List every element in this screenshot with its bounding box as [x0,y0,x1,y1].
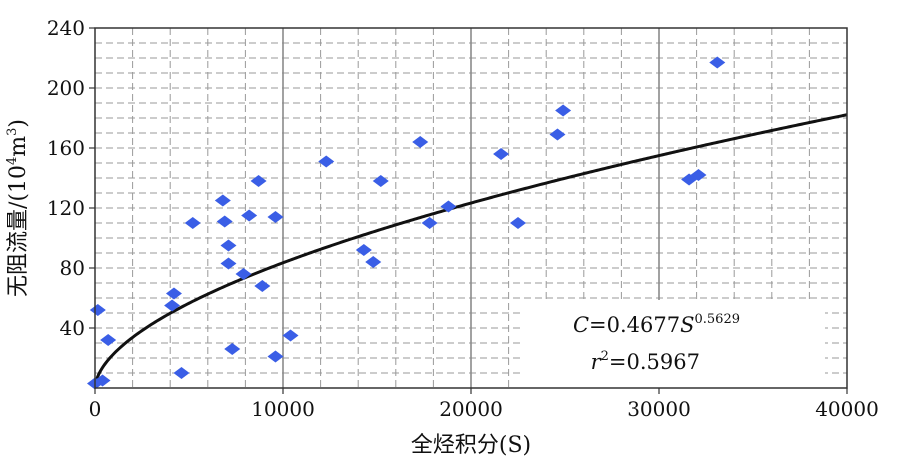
data-point [241,209,258,222]
y-tick-label: 120 [47,196,85,220]
data-point [355,244,372,256]
data-point [165,287,182,300]
data-point [493,148,510,160]
data-point [235,268,252,280]
data-point [440,200,457,213]
r-squared: r2=0.5967 [591,349,700,374]
annotation-box [520,300,825,388]
y-tick-label: 200 [47,76,85,100]
x-tick-label: 0 [89,397,102,421]
x-tick-label: 30000 [627,397,691,421]
data-point [421,217,438,229]
y-tick-label: 160 [47,136,85,160]
grid [95,28,847,388]
data-point [214,194,231,207]
data-point [412,136,429,148]
y-tick-label: 80 [60,256,85,280]
fit-curve [93,113,848,389]
r2-exp: 2 [601,349,609,364]
data-points [87,56,726,390]
y-tick-label: 40 [60,316,85,340]
data-point [184,217,201,229]
data-point [94,374,111,387]
data-point [254,280,271,292]
r2-value: =0.5967 [609,350,700,374]
x-tick-label: 20000 [439,397,503,421]
data-point [216,215,233,228]
data-point [173,367,190,379]
y-tick-label: 240 [47,16,85,40]
y-axis-title-main: 无阻流量/(10 [6,165,31,297]
x-tick-label: 40000 [815,397,879,421]
tick-labels: 0 10000 20000 30000 40000 40 80 120 160 200 240 [47,16,879,421]
y-axis-title-unit: m [6,136,31,157]
data-point [510,217,526,229]
y-axis-title-sup2: 3 [5,128,20,136]
data-point [555,104,572,117]
data-point [224,343,241,355]
data-point [267,211,284,223]
y-axis-title-sup: 4 [5,157,20,165]
data-point [282,329,299,342]
data-point [549,128,566,141]
data-point [89,304,106,316]
r2-var: r [591,350,603,374]
y-axis-title: 无阻流量/(104m3) [5,119,31,297]
data-point [372,175,389,187]
fit-curve-layer [93,113,848,389]
data-point [709,56,726,69]
svg-text:无阻流量/(104m3): 无阻流量/(104m3) [5,119,31,297]
fit-equation: C=0.4677S0.5629 [573,312,740,337]
x-tick-label: 10000 [251,397,315,421]
data-point [267,350,284,363]
x-axis-title: 全烃积分(S) [411,433,531,458]
data-point [220,239,237,252]
data-point [690,169,707,181]
data-point [318,155,335,168]
data-point [250,175,267,187]
data-point [220,257,237,270]
y-axis-title-close: ) [6,119,31,128]
eq-var: S [680,313,694,337]
eq-exp: 0.5629 [695,312,741,327]
eq-prefix: C [573,313,589,337]
data-point [365,256,382,268]
data-point [164,299,181,312]
eq-mid: =0.4677 [589,313,680,337]
data-point [100,334,117,346]
